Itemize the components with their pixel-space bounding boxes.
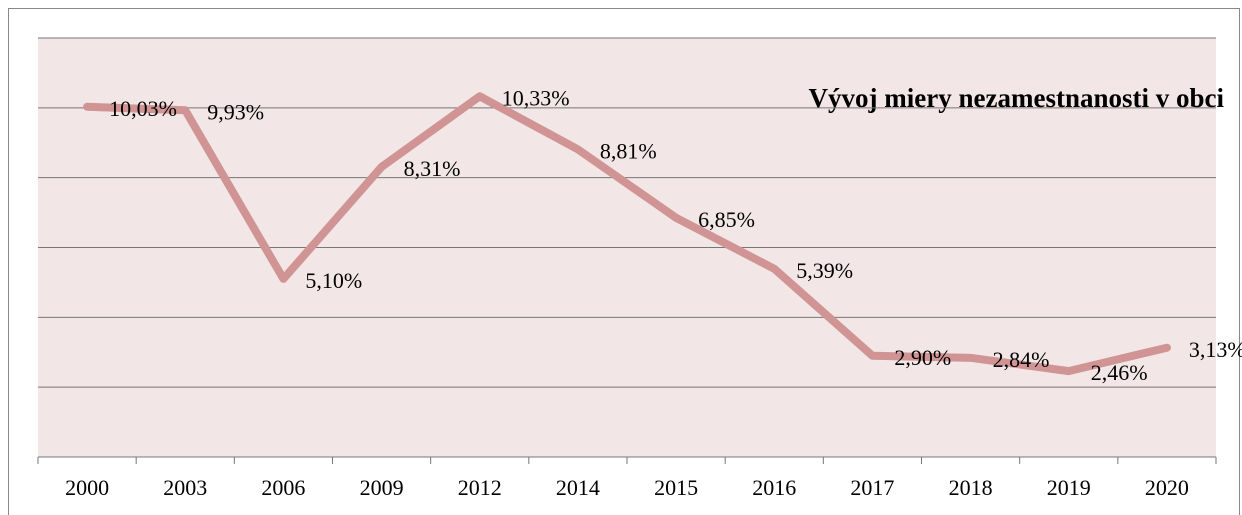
data-label: 2,84%: [993, 347, 1050, 372]
data-label: 8,31%: [404, 156, 461, 181]
x-tick-label: 2006: [261, 475, 305, 500]
data-label: 8,81%: [600, 138, 657, 163]
data-label: 6,85%: [698, 207, 755, 232]
data-label: 3,13%: [1189, 337, 1242, 362]
x-tick-label: 2003: [163, 475, 207, 500]
x-tick-label: 2012: [458, 475, 502, 500]
chart-title: Vývoj miery nezamestnanosti v obci: [809, 83, 1225, 113]
x-tick-label: 2019: [1047, 475, 1091, 500]
line: [83, 92, 1171, 376]
data-label: 5,39%: [796, 258, 853, 283]
x-tick-label: 2016: [752, 475, 796, 500]
x-tick-label: 2018: [949, 475, 993, 500]
x-tick-label: 2020: [1145, 475, 1189, 500]
x-tick-label: 2009: [360, 475, 404, 500]
data-label: 9,93%: [207, 99, 264, 124]
x-tick-label: 2014: [556, 475, 600, 500]
data-label: 2,46%: [1091, 360, 1148, 385]
data-label: 2,90%: [894, 345, 951, 370]
data-label: 10,33%: [502, 85, 570, 110]
data-label: 10,03%: [109, 96, 177, 121]
x-tick-label: 2015: [654, 475, 698, 500]
x-tick-label: 2017: [850, 475, 894, 500]
data-label: 5,10%: [305, 268, 362, 293]
x-tick-label: 2000: [65, 475, 109, 500]
